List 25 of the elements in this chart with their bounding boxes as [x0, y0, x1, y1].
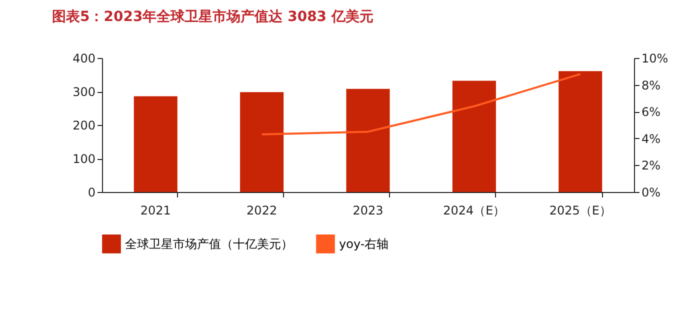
chart-title: 图表5：2023年全球卫星市场产值达 3083 亿美元 — [52, 8, 374, 25]
y-tick-label: 200 — [72, 118, 96, 132]
y-tick-label: 0 — [88, 186, 96, 200]
y2-tick-label: 0% — [642, 186, 661, 200]
line-series — [260, 73, 582, 136]
x-tick-label: 2022 — [246, 204, 278, 218]
bar — [452, 80, 496, 192]
y2-tick-label: 6% — [642, 105, 661, 120]
y-tick-label: 300 — [72, 85, 96, 99]
bar — [134, 96, 178, 192]
x-tick-label: 2023 — [352, 204, 384, 218]
bar — [240, 92, 284, 192]
x-tick-label: 2024（E） — [443, 204, 506, 218]
y-tick-label: 100 — [72, 152, 96, 166]
legend-label: 全球卫星市场产值（十亿美元） — [125, 236, 293, 251]
x-tick-label: 2021 — [140, 204, 171, 218]
y2-tick-label: 10% — [642, 52, 668, 66]
bar — [558, 71, 602, 192]
y-tick-label: 400 — [72, 52, 96, 66]
y2-tick-label: 8% — [642, 78, 661, 92]
y2-tick-label: 2% — [642, 158, 661, 173]
y2-tick-label: 4% — [642, 132, 661, 146]
bar — [346, 88, 390, 192]
x-tick-label: 2025（E） — [549, 204, 612, 218]
legend-label: yoy-右轴 — [339, 236, 389, 251]
